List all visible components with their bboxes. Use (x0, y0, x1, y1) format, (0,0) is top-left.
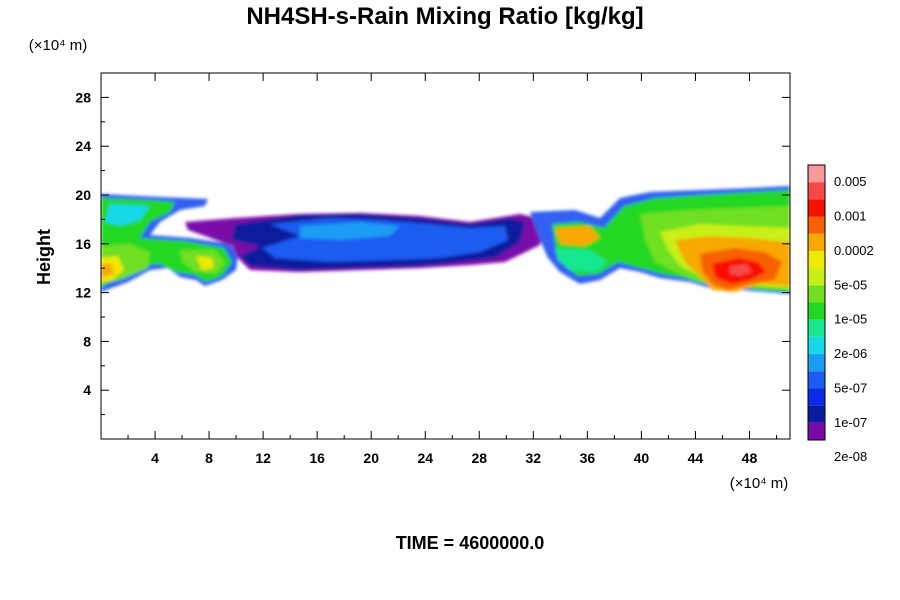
colorbar-swatch (808, 268, 825, 286)
x-tick-label: 44 (688, 450, 704, 466)
x-tick-label: 4 (151, 450, 159, 466)
colorbar-swatch (808, 354, 825, 372)
colorbar-label: 1e-07 (834, 415, 867, 430)
x-tick-label: 32 (526, 450, 542, 466)
colorbar-swatch (808, 216, 825, 234)
colorbar-label: 0.001 (834, 209, 867, 224)
colorbar-frame (807, 164, 826, 441)
colorbar-label: 5e-05 (834, 277, 867, 292)
colorbar-label: 2e-06 (834, 346, 867, 361)
right-lower-orange-zone (555, 226, 600, 246)
colorbar-label: 1e-05 (834, 312, 867, 327)
colorbar-label: 2e-08 (834, 449, 867, 464)
y-tick-label: 28 (75, 89, 91, 105)
colorbar-swatch (808, 165, 825, 183)
central-light-blue-core (300, 222, 400, 240)
x-tick-label: 28 (471, 450, 487, 466)
colorbar-swatch (808, 319, 825, 337)
y-unit-label: (×10⁴ m) (29, 37, 88, 54)
colorbar-swatch (808, 199, 825, 217)
x-tick-label: 40 (634, 450, 650, 466)
right-lower-cyan-zone (555, 248, 608, 272)
plot-frame (100, 72, 791, 440)
chart-title: NH4SH-s-Rain Mixing Ratio [kg/kg] (246, 3, 643, 30)
left-orange-patch (101, 264, 114, 278)
y-tick-label: 12 (75, 285, 91, 301)
colorbar-label: 0.005 (834, 174, 867, 189)
right-pink-core (730, 264, 752, 276)
x-tick-label: 48 (742, 450, 758, 466)
colorbar-swatch (808, 405, 825, 423)
x-ticks: 4 8 12 16 20 24 28 32 36 40 44 48 (127, 73, 777, 466)
y-ticks: 4 8 12 16 20 24 28 (75, 89, 790, 416)
mid-left-yellow-patch (196, 256, 214, 270)
time-footer: TIME = 4600000.0 (396, 533, 545, 553)
colorbar-swatch (808, 336, 825, 355)
left-cyan-patch (105, 204, 150, 226)
colorbar-swatch (808, 388, 825, 406)
x-tick-label: 12 (255, 450, 271, 466)
x-tick-label: 8 (205, 450, 213, 466)
x-tick-label: 24 (417, 450, 433, 466)
mixing-ratio-field (101, 186, 790, 294)
y-tick-label: 20 (75, 187, 91, 203)
colorbar-label: 5e-07 (834, 380, 867, 395)
y-tick-label: 8 (83, 333, 91, 349)
x-tick-label: 20 (363, 450, 379, 466)
x-tick-label: 16 (309, 450, 325, 466)
colorbar-swatch (808, 182, 825, 200)
colorbar: 0.005 0.001 0.0002 5e-05 1e-05 2e-06 5e-07 1e-0… (807, 164, 874, 464)
y-tick-label: 16 (75, 236, 91, 252)
colorbar-swatch (808, 302, 825, 320)
colorbar-swatch (808, 250, 825, 269)
x-unit-label: (×10⁴ m) (730, 475, 789, 492)
colorbar-swatch (808, 422, 825, 440)
x-tick-label: 36 (580, 450, 596, 466)
y-tick-label: 4 (83, 382, 91, 398)
colorbar-label: 0.0002 (834, 243, 874, 258)
colorbar-swatch (808, 285, 825, 303)
colorbar-swatch (808, 371, 825, 389)
y-axis-label: Height (34, 229, 54, 285)
colorbar-swatch (808, 233, 825, 251)
y-tick-label: 24 (75, 138, 91, 154)
